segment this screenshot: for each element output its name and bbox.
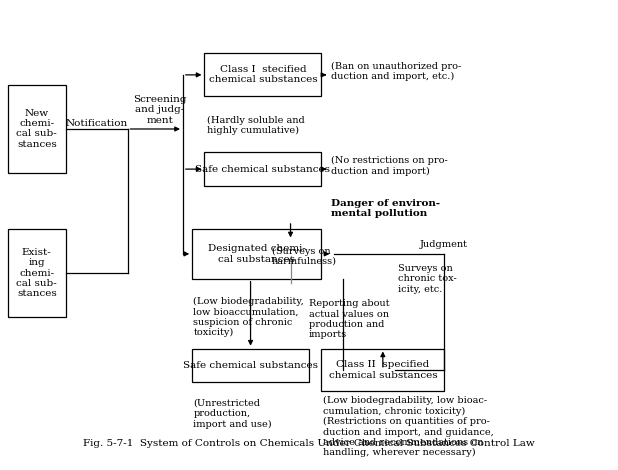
Text: (No restrictions on pro-
duction and import): (No restrictions on pro- duction and imp… — [331, 156, 447, 176]
Text: Danger of environ-
mental pollution: Danger of environ- mental pollution — [331, 199, 439, 219]
Bar — [7, 85, 66, 173]
Bar — [192, 349, 309, 383]
Text: (Ban on unauthorized pro-
duction and import, etc.): (Ban on unauthorized pro- duction and im… — [331, 62, 461, 81]
Text: Exist-
ing
chemi-
cal sub-
stances: Exist- ing chemi- cal sub- stances — [17, 248, 57, 298]
Text: Designated chemi-
cal substances: Designated chemi- cal substances — [208, 244, 306, 264]
Text: Judgment: Judgment — [420, 240, 468, 250]
Text: Surveys on
chronic tox-
icity, etc.: Surveys on chronic tox- icity, etc. — [398, 264, 457, 294]
Bar — [205, 53, 321, 96]
Bar — [321, 349, 444, 392]
Text: Class II  specified
chemical substances: Class II specified chemical substances — [329, 360, 437, 380]
Bar — [192, 229, 321, 279]
Text: (Surveys on
harmfulness): (Surveys on harmfulness) — [272, 246, 337, 266]
Text: (Hardly soluble and
highly cumulative): (Hardly soluble and highly cumulative) — [208, 116, 305, 135]
Text: Notification: Notification — [66, 118, 128, 128]
Bar — [205, 152, 321, 186]
Text: (Low biodegradability, low bioac-
cumulation, chronic toxicity)
(Restrictions on: (Low biodegradability, low bioac- cumula… — [323, 396, 493, 457]
Text: Safe chemical substances: Safe chemical substances — [195, 165, 331, 174]
Bar — [7, 229, 66, 317]
Text: Screening
and judg-
ment: Screening and judg- ment — [133, 94, 187, 125]
Text: (Low biodegradability,
low bioaccumulation,
suspicion of chronic
toxicity): (Low biodegradability, low bioaccumulati… — [193, 297, 304, 337]
Text: Class I  stecified
chemical substances: Class I stecified chemical substances — [208, 65, 317, 84]
Text: Safe chemical substances: Safe chemical substances — [183, 361, 318, 370]
Text: New
chemi-
cal sub-
stances: New chemi- cal sub- stances — [17, 109, 57, 149]
Text: (Unrestricted
production,
import and use): (Unrestricted production, import and use… — [193, 399, 272, 429]
Text: Fig. 5-7-1  System of Controls on Chemicals Under Chemical Substances Control La: Fig. 5-7-1 System of Controls on Chemica… — [83, 439, 535, 448]
Text: Reporting about
actual values on
production and
imports: Reporting about actual values on product… — [309, 299, 389, 339]
